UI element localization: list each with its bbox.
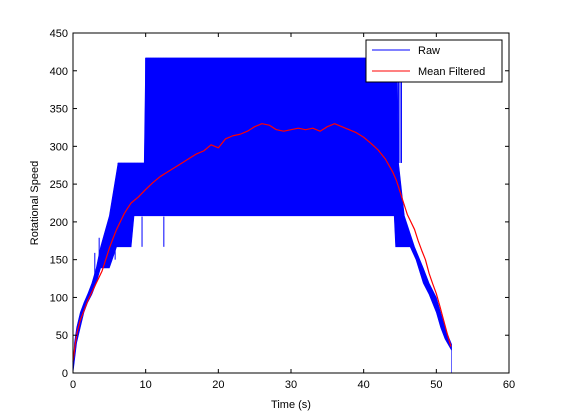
y-tick-label: 300 xyxy=(50,141,68,153)
x-tick-label: 50 xyxy=(430,379,442,391)
x-tick-label: 60 xyxy=(503,379,515,391)
y-tick-label: 350 xyxy=(50,104,68,116)
data-layer xyxy=(72,57,452,374)
legend-box xyxy=(365,39,503,83)
x-tick-label: 10 xyxy=(140,379,152,391)
y-tick-label: 50 xyxy=(56,330,68,342)
y-tick-label: 200 xyxy=(50,217,68,229)
y-tick-label: 150 xyxy=(50,255,68,267)
y-tick-label: 0 xyxy=(62,368,68,380)
y-tick-label: 250 xyxy=(50,179,68,191)
x-tick-label: 40 xyxy=(358,379,370,391)
x-tick-label: 20 xyxy=(212,379,224,391)
series-raw-spikes xyxy=(117,57,402,216)
y-tick-label: 400 xyxy=(50,66,68,78)
y-tick-label: 450 xyxy=(50,28,68,40)
x-tick-label: 30 xyxy=(285,379,297,391)
series-mean-filtered-line xyxy=(72,123,452,362)
x-axis-label: Time (s) xyxy=(271,399,311,411)
legend-label-raw: Raw xyxy=(418,45,440,57)
legend: Raw Mean Filtered xyxy=(365,39,503,83)
y-tick-label: 100 xyxy=(50,292,68,304)
y-axis-label: Rotational Speed xyxy=(29,161,41,245)
legend-label-mean-filtered: Mean Filtered xyxy=(418,66,485,78)
x-tick-label: 0 xyxy=(70,379,76,391)
ticks: 0 10 20 30 40 50 60 0 50 100 150 200 250 300 350 400 450 xyxy=(50,28,515,391)
